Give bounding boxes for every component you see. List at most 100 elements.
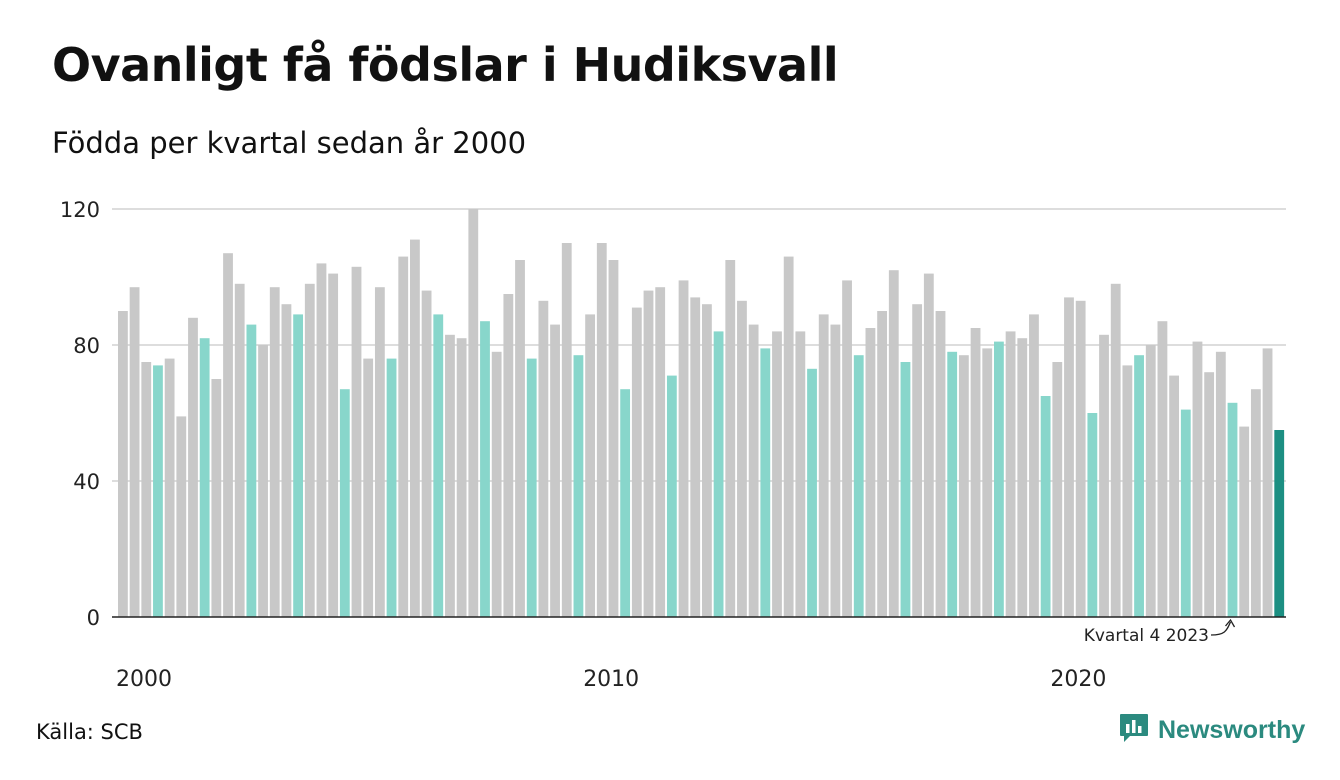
bar <box>1134 355 1144 617</box>
bar <box>713 331 724 617</box>
bar <box>339 389 350 617</box>
bar <box>1099 334 1109 617</box>
bar <box>491 351 502 617</box>
source-note: Källa: SCB <box>36 720 143 744</box>
bar <box>386 358 397 617</box>
bar <box>842 280 852 617</box>
bar <box>830 324 841 617</box>
bar <box>678 280 689 617</box>
bar <box>666 375 677 617</box>
bar <box>970 328 981 617</box>
bar <box>1017 338 1028 617</box>
x-axis-ticks: 2000 2010 2020 <box>116 667 1106 692</box>
bar <box>468 209 479 617</box>
bar-chart: 0 40 80 120 2000 2010 2020 Kvartal 4 2023 <box>60 198 1286 692</box>
bar <box>410 239 420 617</box>
bar <box>585 314 596 617</box>
annotation-arrowhead <box>1225 618 1236 628</box>
bar <box>421 290 432 617</box>
bar <box>316 263 327 617</box>
bar <box>199 338 210 617</box>
bar <box>398 256 409 617</box>
bar <box>655 287 666 617</box>
bar <box>1180 409 1191 617</box>
x-tick-label: 2020 <box>1050 667 1106 692</box>
bar <box>480 321 490 617</box>
bar <box>1029 314 1039 617</box>
x-tick-label: 2000 <box>116 667 172 692</box>
bar <box>1250 389 1261 617</box>
bar <box>690 297 701 617</box>
bar <box>1169 375 1180 617</box>
bar <box>737 300 747 617</box>
bar <box>818 314 829 617</box>
bar <box>269 287 280 617</box>
brand[interactable]: Newsworthy <box>1118 712 1305 748</box>
bar <box>258 345 268 617</box>
bar <box>1192 341 1203 617</box>
bar <box>947 351 958 617</box>
bar <box>1064 297 1074 617</box>
bar <box>363 358 374 617</box>
bar <box>935 311 946 617</box>
bar <box>1204 372 1215 617</box>
bar <box>445 334 455 617</box>
bar <box>702 304 712 617</box>
bar <box>561 243 572 617</box>
bar <box>304 283 315 617</box>
bar <box>923 273 934 617</box>
bar <box>293 314 304 617</box>
bar <box>1274 430 1285 617</box>
bar <box>1087 413 1098 617</box>
bar <box>188 317 198 617</box>
bar <box>550 324 560 617</box>
bar <box>118 311 128 617</box>
bar <box>1239 426 1250 617</box>
annotation: Kvartal 4 2023 <box>1084 618 1236 646</box>
bar <box>1157 321 1168 617</box>
bar <box>1145 345 1156 617</box>
bar <box>994 341 1004 617</box>
bar <box>1075 300 1086 617</box>
bar <box>374 287 385 617</box>
bar <box>958 355 969 617</box>
bar <box>1040 396 1051 617</box>
bar <box>1215 351 1226 617</box>
bar <box>865 328 876 617</box>
bar <box>153 365 163 617</box>
newsworthy-logo-icon <box>1118 712 1150 748</box>
bar <box>211 379 222 617</box>
bar <box>1227 402 1238 617</box>
y-tick-label: 80 <box>73 334 100 358</box>
bar <box>234 283 245 617</box>
bar <box>351 266 362 617</box>
bar <box>538 300 549 617</box>
bar <box>795 331 806 617</box>
bar <box>328 273 339 617</box>
bar <box>1005 331 1016 617</box>
brand-name: Newsworthy <box>1158 715 1306 744</box>
bar <box>1262 348 1273 617</box>
bar <box>164 358 175 617</box>
bar <box>807 368 817 617</box>
bar <box>853 355 864 617</box>
x-tick-label: 2010 <box>583 667 639 692</box>
bar <box>748 324 759 617</box>
y-axis-ticks: 0 40 80 120 <box>60 198 100 630</box>
bar <box>772 331 782 617</box>
y-tick-label: 40 <box>73 470 100 494</box>
bar <box>982 348 993 617</box>
bar <box>526 358 537 617</box>
bar <box>783 256 794 617</box>
bar <box>1122 365 1133 617</box>
chart-subtitle: Födda per kvartal sedan år 2000 <box>52 126 527 160</box>
annotation-label: Kvartal 4 2023 <box>1084 626 1209 646</box>
bar <box>760 348 771 617</box>
bar <box>223 253 233 617</box>
bar <box>141 362 152 617</box>
chart-title: Ovanligt få födslar i Hudiksvall <box>52 38 839 92</box>
bar <box>515 260 525 617</box>
bar <box>620 389 631 617</box>
bar <box>643 290 654 617</box>
bar <box>596 243 607 617</box>
